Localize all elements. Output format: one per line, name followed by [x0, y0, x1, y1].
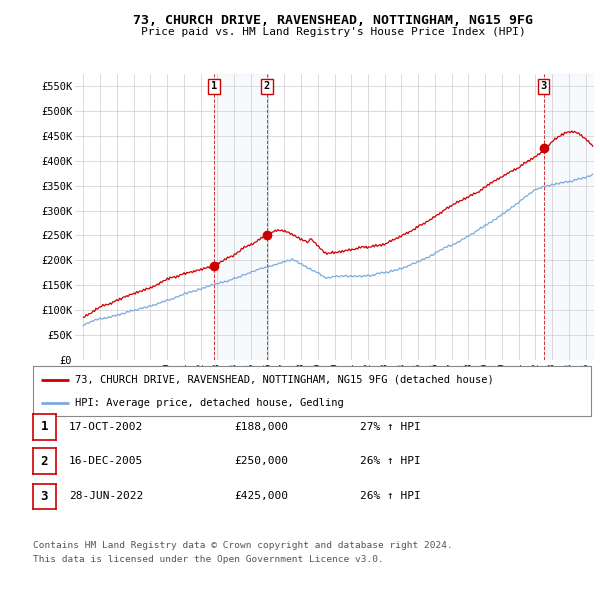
Text: 2: 2: [264, 81, 270, 91]
Text: 1: 1: [211, 81, 217, 91]
Text: £188,000: £188,000: [234, 422, 288, 432]
Text: 26% ↑ HPI: 26% ↑ HPI: [360, 456, 421, 466]
Text: 1: 1: [41, 420, 48, 434]
Text: 17-OCT-2002: 17-OCT-2002: [69, 422, 143, 432]
Text: 28-JUN-2022: 28-JUN-2022: [69, 491, 143, 502]
Text: £250,000: £250,000: [234, 456, 288, 466]
Text: 3: 3: [541, 81, 547, 91]
Text: Price paid vs. HM Land Registry's House Price Index (HPI): Price paid vs. HM Land Registry's House …: [140, 27, 526, 37]
Text: 26% ↑ HPI: 26% ↑ HPI: [360, 491, 421, 502]
Bar: [544, 74, 594, 360]
Text: 3: 3: [41, 490, 48, 503]
Bar: [214, 74, 267, 360]
Text: 73, CHURCH DRIVE, RAVENSHEAD, NOTTINGHAM, NG15 9FG (detached house): 73, CHURCH DRIVE, RAVENSHEAD, NOTTINGHAM…: [75, 375, 494, 385]
Text: 16-DEC-2005: 16-DEC-2005: [69, 456, 143, 466]
Text: Contains HM Land Registry data © Crown copyright and database right 2024.: Contains HM Land Registry data © Crown c…: [33, 540, 453, 549]
Text: This data is licensed under the Open Government Licence v3.0.: This data is licensed under the Open Gov…: [33, 555, 384, 563]
Text: 73, CHURCH DRIVE, RAVENSHEAD, NOTTINGHAM, NG15 9FG: 73, CHURCH DRIVE, RAVENSHEAD, NOTTINGHAM…: [133, 14, 533, 27]
Text: £425,000: £425,000: [234, 491, 288, 502]
Text: 2: 2: [41, 454, 48, 468]
Text: HPI: Average price, detached house, Gedling: HPI: Average price, detached house, Gedl…: [75, 398, 344, 408]
Text: 27% ↑ HPI: 27% ↑ HPI: [360, 422, 421, 432]
